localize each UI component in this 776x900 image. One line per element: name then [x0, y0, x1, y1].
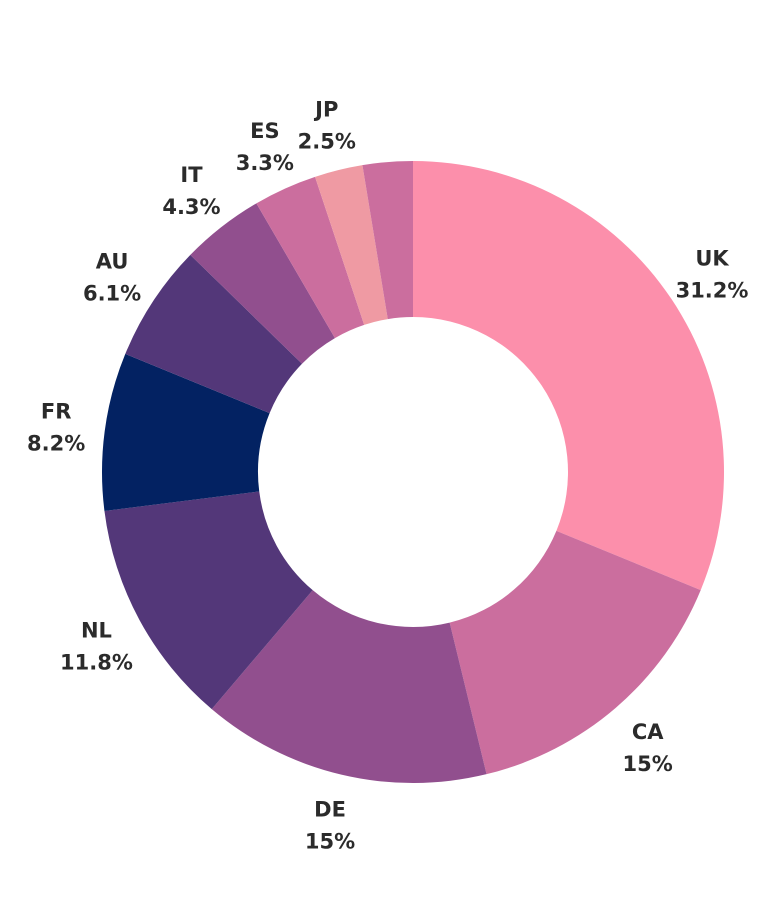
slice-label-it: IT 4.3%	[162, 163, 220, 219]
slice-label-au: AU 6.1%	[83, 249, 141, 305]
slice-label-uk: UK 31.2%	[676, 247, 749, 303]
slice-label-de: DE 15%	[305, 797, 355, 853]
slice-category-es: ES	[250, 119, 279, 143]
slice-value-jp: 2.5%	[298, 129, 356, 153]
slice-category-nl: NL	[81, 618, 112, 642]
slice-category-it: IT	[180, 163, 203, 187]
slice-label-ca: CA 15%	[623, 720, 673, 776]
slice-value-fr: 8.2%	[27, 432, 85, 456]
slice-ca	[449, 530, 701, 775]
slice-de	[211, 590, 487, 783]
slice-label-fr: FR 8.2%	[27, 400, 85, 456]
slice-value-au: 6.1%	[83, 281, 141, 305]
slice-value-de: 15%	[305, 829, 355, 853]
slice-other	[362, 161, 413, 320]
slice-fr	[102, 353, 270, 511]
donut-slices	[102, 161, 725, 783]
slice-label-nl: NL 11.8%	[60, 618, 133, 674]
slice-it	[190, 203, 335, 364]
slice-category-uk: UK	[695, 247, 729, 271]
slice-labels: UK 31.2% CA 15% DE 15% NL 11.8% FR 8.2% AU 6.1% IT 4.…	[27, 97, 748, 853]
slice-label-es: ES 3.3%	[236, 119, 294, 175]
slice-value-nl: 11.8%	[60, 650, 133, 674]
slice-value-ca: 15%	[623, 752, 673, 776]
slice-jp	[315, 165, 388, 325]
slice-category-de: DE	[314, 797, 346, 821]
slice-category-fr: FR	[41, 400, 72, 424]
slice-category-jp: JP	[313, 97, 338, 121]
slice-nl	[104, 491, 313, 710]
slice-category-ca: CA	[632, 720, 664, 744]
slice-category-au: AU	[96, 249, 129, 273]
slice-uk	[413, 161, 725, 591]
slice-es	[256, 176, 365, 339]
slice-value-es: 3.3%	[236, 151, 294, 175]
slice-value-uk: 31.2%	[676, 279, 749, 303]
slice-value-it: 4.3%	[162, 195, 220, 219]
slice-au	[125, 254, 303, 414]
slice-label-jp: JP 2.5%	[298, 97, 356, 153]
